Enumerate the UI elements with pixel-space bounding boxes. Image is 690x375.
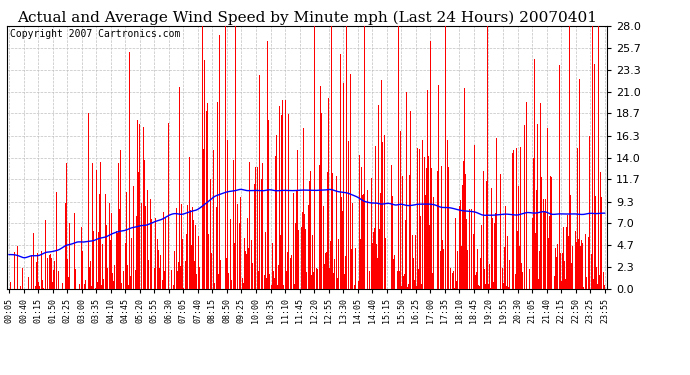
- Text: Copyright 2007 Cartronics.com: Copyright 2007 Cartronics.com: [10, 29, 180, 39]
- Title: Actual and Average Wind Speed by Minute mph (Last 24 Hours) 20070401: Actual and Average Wind Speed by Minute …: [17, 11, 597, 25]
